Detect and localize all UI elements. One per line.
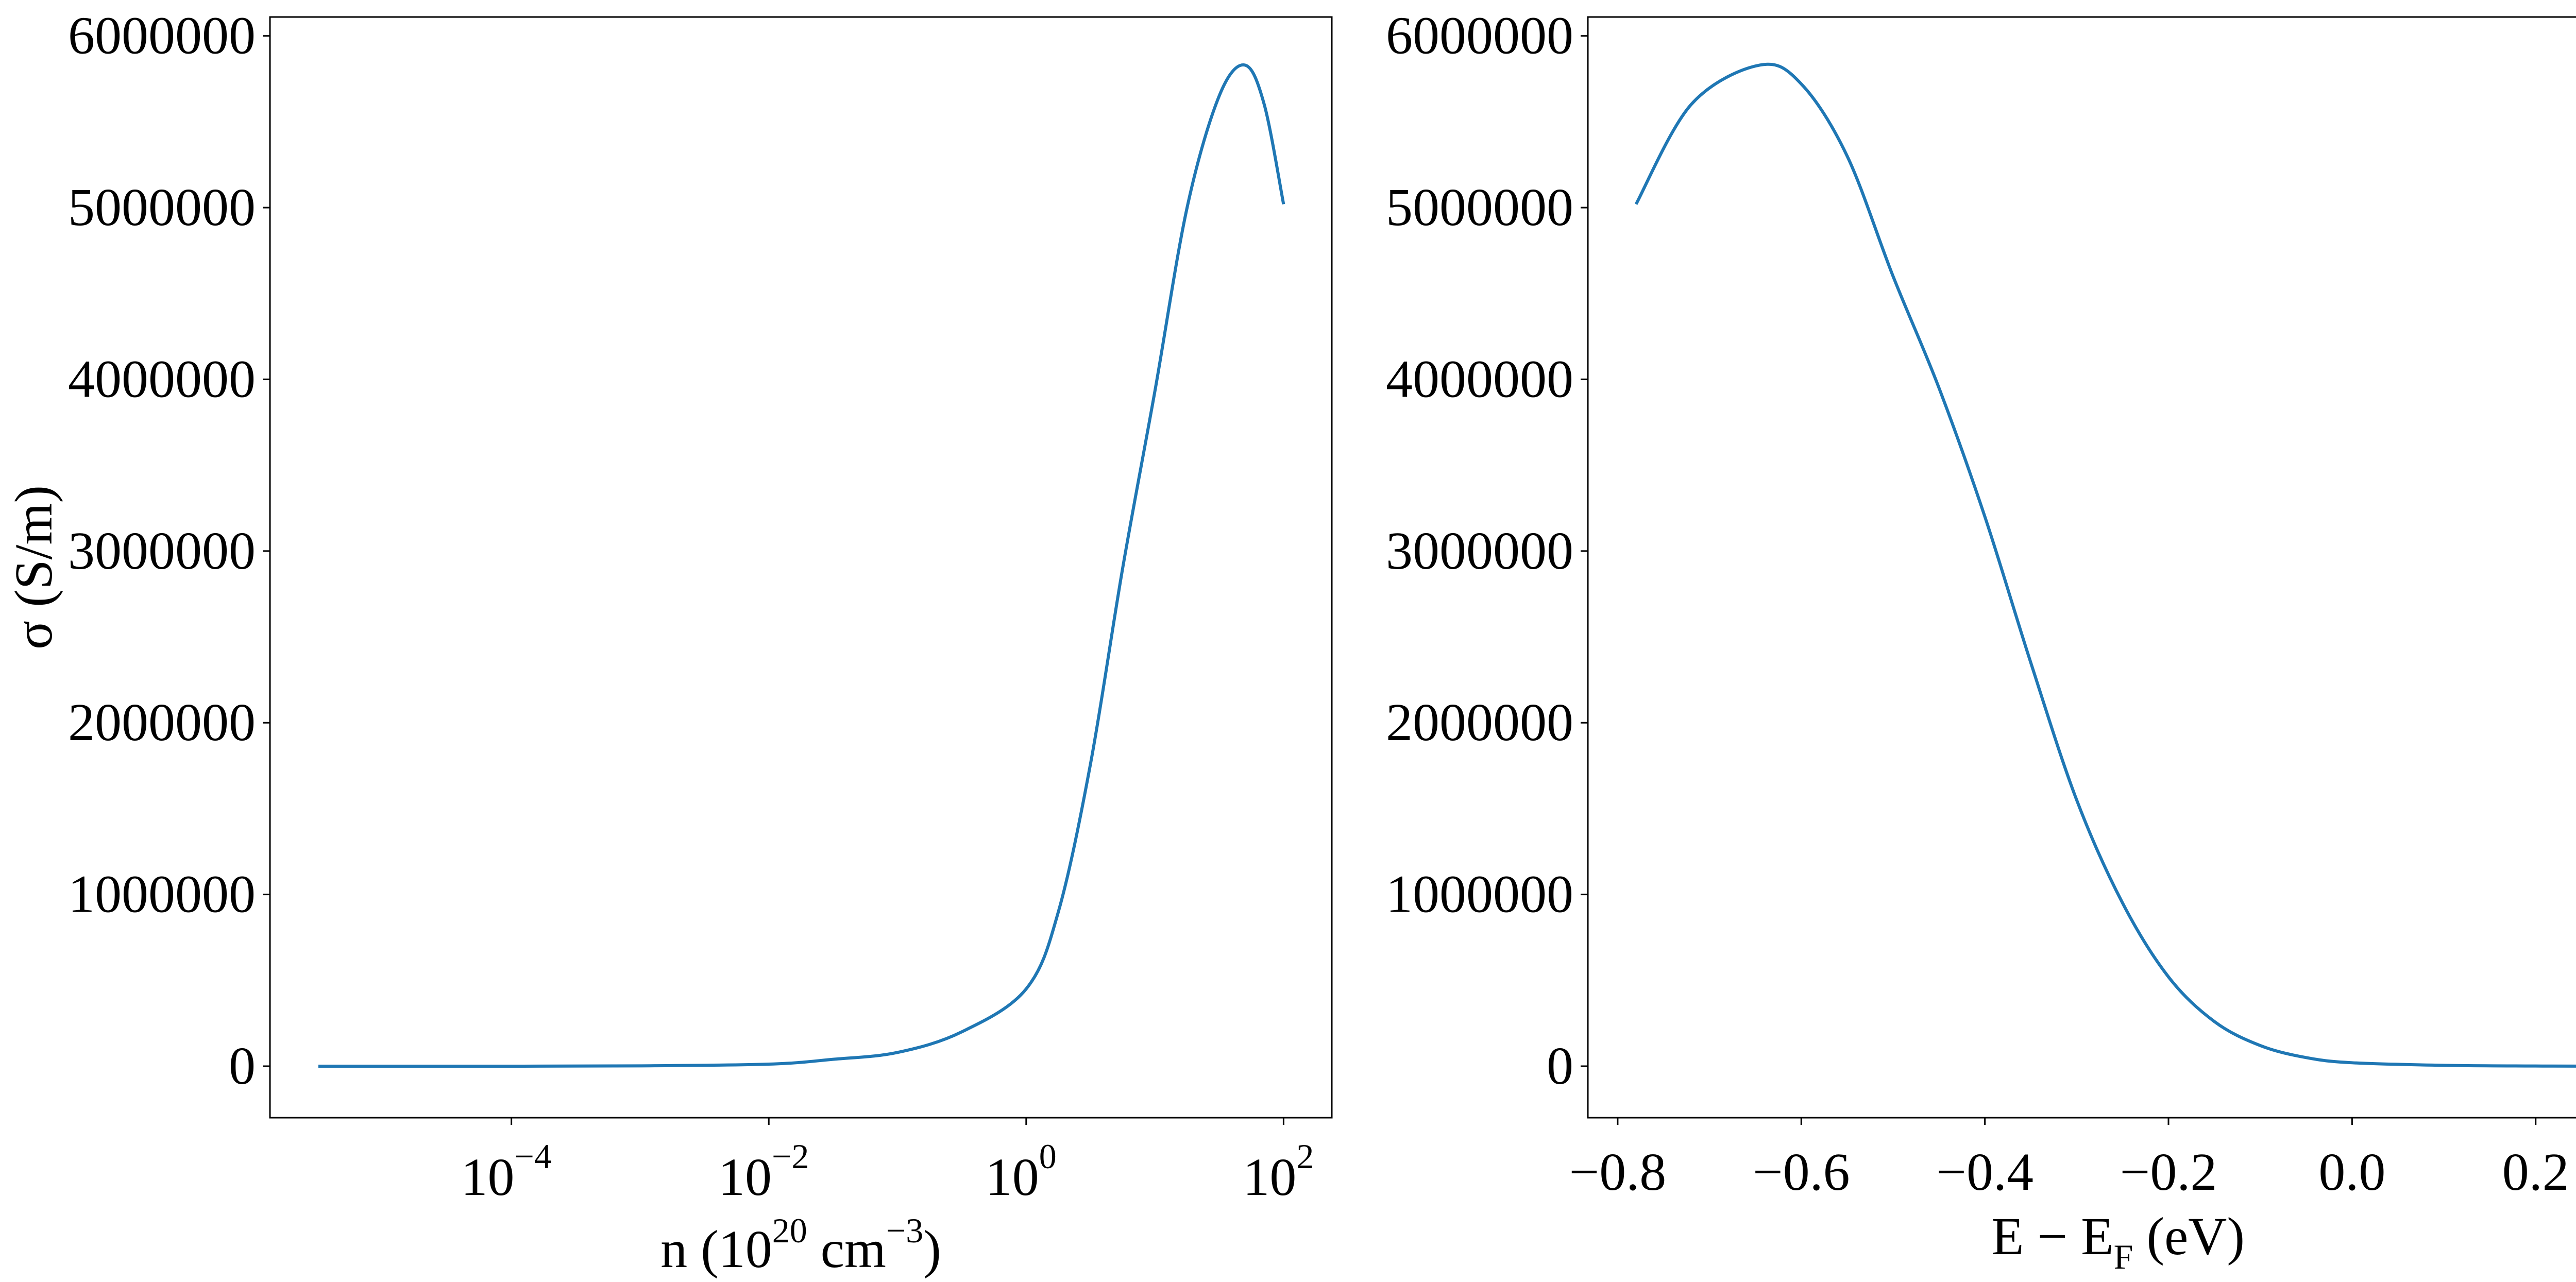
x-tick-label: 10−2 bbox=[718, 1137, 809, 1207]
series-line bbox=[1634, 62, 2576, 1068]
y-tick-label: 4000000 bbox=[1386, 349, 1573, 408]
x-label-sup: −3 bbox=[886, 1211, 923, 1250]
y-tick-label: 1000000 bbox=[68, 865, 256, 924]
axes-frame bbox=[1587, 16, 2576, 1119]
y-tick-label: 0 bbox=[1547, 1036, 1573, 1096]
x-label-sub: F bbox=[2114, 1237, 2133, 1276]
y-tick-label: 2000000 bbox=[68, 693, 256, 752]
y-tick-label: 4000000 bbox=[68, 349, 256, 408]
x-label-sup: 20 bbox=[772, 1211, 807, 1250]
x-tick-label: −0.6 bbox=[1753, 1142, 1850, 1202]
y-tick-label: 3000000 bbox=[1386, 521, 1573, 580]
x-axis-label: n (1020 cm−3) bbox=[660, 1211, 941, 1279]
x-tick-label: 100 bbox=[986, 1137, 1057, 1207]
x-tick-exponent: 0 bbox=[1039, 1137, 1057, 1176]
x-tick-label: 102 bbox=[1243, 1137, 1314, 1207]
x-axis-label: E − EF (eV) bbox=[1991, 1207, 2245, 1276]
x-label-part: (eV) bbox=[2133, 1207, 2245, 1266]
y-tick-label: 0 bbox=[229, 1036, 256, 1096]
x-label-part: cm bbox=[807, 1220, 886, 1279]
left-chart: 0 1000000 2000000 3000000 4000000 5000000 6000… bbox=[4, 6, 1333, 1279]
x-tick-base: 10 bbox=[1243, 1148, 1296, 1207]
x-label-part: ) bbox=[923, 1220, 941, 1279]
x-tick-base: 10 bbox=[461, 1148, 514, 1207]
x-tick-base: 10 bbox=[718, 1148, 772, 1207]
axes-frame bbox=[269, 16, 1333, 1119]
x-tick-exponent: −2 bbox=[772, 1137, 809, 1176]
x-tick-label: 10−4 bbox=[461, 1137, 551, 1207]
y-tick-label: 6000000 bbox=[68, 6, 256, 65]
y-tick-label: 5000000 bbox=[68, 178, 256, 237]
x-tick-label: −0.4 bbox=[1936, 1142, 2033, 1202]
y-tick-label: 6000000 bbox=[1386, 6, 1573, 65]
y-tick-label: 1000000 bbox=[1386, 865, 1573, 924]
right-chart: 0 1000000 2000000 3000000 4000000 5000000 6000… bbox=[1386, 6, 2576, 1276]
x-tick-label: 0.0 bbox=[2318, 1142, 2385, 1202]
y-tick-label: 3000000 bbox=[68, 521, 256, 580]
y-axis-label: σ (S/m) bbox=[4, 485, 63, 649]
x-tick-exponent: −4 bbox=[514, 1137, 551, 1176]
x-tick-exponent: 2 bbox=[1296, 1137, 1314, 1176]
x-tick-base: 10 bbox=[986, 1148, 1039, 1207]
x-tick-label: −0.8 bbox=[1569, 1142, 1667, 1202]
x-label-part: n (10 bbox=[660, 1220, 772, 1279]
x-tick-label: −0.2 bbox=[2120, 1142, 2217, 1202]
y-tick-label: 2000000 bbox=[1386, 693, 1573, 752]
x-label-part: E − E bbox=[1991, 1207, 2114, 1266]
y-tick-label: 5000000 bbox=[1386, 178, 1573, 237]
series-line bbox=[318, 63, 1285, 1068]
x-tick-label: 0.2 bbox=[2502, 1142, 2569, 1202]
